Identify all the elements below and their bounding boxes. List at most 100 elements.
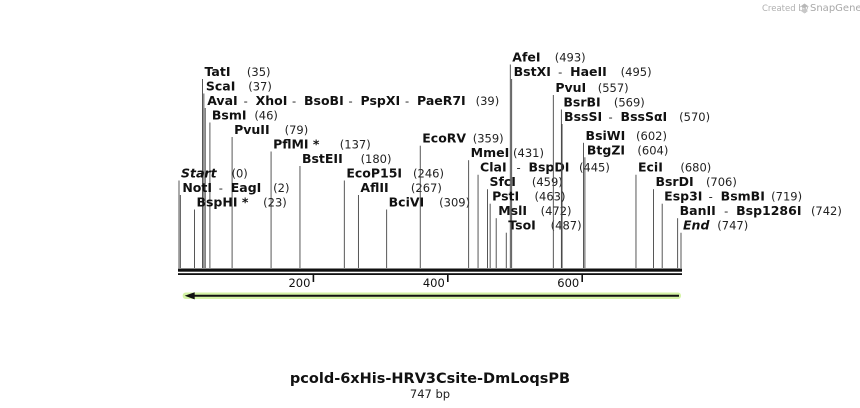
site-name[interactable]: BtgZI: [587, 142, 625, 157]
site-name[interactable]: PspXI: [361, 93, 401, 108]
site-msli[interactable]: MslI (472): [495, 203, 572, 268]
site-name[interactable]: BsmBI: [721, 189, 765, 204]
site-name[interactable]: BssSαI: [621, 109, 668, 124]
site-separator: -: [709, 190, 713, 204]
site-name[interactable]: NotI: [182, 180, 212, 195]
site-name[interactable]: PaeR7I: [417, 93, 466, 108]
site-noti[interactable]: NotI - EagI (2): [179, 180, 289, 268]
site-mmei[interactable]: MmeI (431): [468, 145, 544, 268]
site-position: (493): [555, 51, 586, 65]
site-bstxi[interactable]: BstXI - HaeII (495): [511, 64, 652, 268]
site-position: (2): [273, 181, 289, 195]
site-name[interactable]: SfcI: [489, 174, 516, 189]
site-position: (0): [232, 167, 248, 181]
site-psti[interactable]: PstI (463): [489, 189, 565, 268]
site-name[interactable]: BsmI: [212, 108, 247, 123]
site-name[interactable]: BsrBI: [563, 94, 600, 109]
site-name[interactable]: BssSI: [564, 109, 602, 124]
site-name[interactable]: PstI: [492, 189, 519, 204]
site-position: (569): [614, 95, 645, 109]
site-sfci[interactable]: SfcI (459): [487, 174, 563, 268]
site-name[interactable]: BciVI: [389, 195, 425, 210]
tick-label: 200: [288, 276, 310, 290]
site-pflmi[interactable]: PflMI * (137): [270, 137, 371, 269]
site-name[interactable]: EciI: [638, 160, 663, 175]
site-bsrbi[interactable]: BsrBI (569): [560, 94, 645, 268]
site-scai[interactable]: ScaI (37): [203, 79, 272, 269]
site-name[interactable]: Bsp1286I: [736, 203, 801, 218]
site-name[interactable]: ClaI: [480, 160, 507, 175]
site-name[interactable]: BsoBI: [304, 93, 344, 108]
site-bsiwi[interactable]: BsiWI (602): [583, 128, 667, 268]
site-separator: -: [244, 94, 248, 108]
site-position: (309): [439, 196, 470, 210]
site-name[interactable]: TatI: [205, 64, 231, 79]
credit-prefix: Created by: [762, 4, 809, 14]
site-name[interactable]: Esp3I: [664, 189, 702, 204]
site-name[interactable]: AvaI: [207, 93, 237, 108]
site-ecop15i[interactable]: EcoP15I (246): [343, 166, 444, 269]
site-banii[interactable]: BanII - Bsp1286I (742): [677, 203, 842, 268]
backbone-bottom-strand: [178, 273, 682, 275]
site-name[interactable]: MslI: [498, 203, 527, 218]
site-afei[interactable]: AfeI (493): [509, 50, 586, 269]
site-name[interactable]: BspHI *: [196, 195, 248, 210]
site-name[interactable]: HaeII: [570, 64, 607, 79]
site-pvui[interactable]: PvuI (557): [552, 80, 629, 268]
snapgene-logo-icon: [801, 3, 808, 14]
site-name[interactable]: EcoP15I: [346, 166, 402, 181]
site-ecii[interactable]: EciI (680): [635, 160, 711, 268]
site-position: (137): [340, 138, 371, 152]
tick-label: 600: [557, 276, 579, 290]
site-name[interactable]: XhoI: [256, 93, 288, 108]
site-name[interactable]: BanII: [680, 203, 716, 218]
site-aflii[interactable]: AflII (267): [357, 180, 442, 268]
site-bsssi[interactable]: BssSI - BssSαI (570): [561, 109, 710, 268]
site-name[interactable]: BstXI: [514, 64, 551, 79]
site-name[interactable]: End: [683, 218, 710, 233]
site-separator: -: [558, 65, 562, 79]
site-tsoi[interactable]: TsoI (487): [505, 218, 582, 268]
site-bsrdi[interactable]: BsrDI (706): [652, 174, 737, 268]
site-start[interactable]: Start (0): [178, 166, 248, 269]
site-esp3i[interactable]: Esp3I - BsmBI (719): [661, 189, 802, 268]
site-position: (604): [637, 143, 668, 157]
site-position: (487): [551, 219, 582, 233]
site-avai[interactable]: AvaI - XhoI - BsoBI - PspXI - PaeR7I (39): [204, 93, 499, 268]
site-btgzi[interactable]: BtgZI (604): [584, 142, 668, 268]
site-position: (742): [811, 204, 842, 218]
site-end[interactable]: End (747): [680, 218, 748, 268]
site-tati[interactable]: TatI (35): [202, 64, 271, 268]
site-pvuii[interactable]: PvuII (79): [231, 122, 308, 268]
site-name[interactable]: AfeI: [512, 50, 540, 65]
site-position: (180): [361, 152, 392, 166]
site-position: (459): [532, 175, 563, 189]
site-name[interactable]: BsiWI: [586, 128, 626, 143]
site-name[interactable]: PvuI: [555, 80, 586, 95]
feature-arrow[interactable]: [182, 292, 681, 300]
site-name[interactable]: BsrDI: [655, 174, 693, 189]
site-name[interactable]: Start: [181, 166, 218, 181]
site-bsphi[interactable]: BspHI * (23): [194, 195, 287, 269]
site-name[interactable]: PvuII: [234, 122, 270, 137]
site-name[interactable]: TsoI: [508, 218, 536, 233]
site-separator: -: [609, 110, 613, 124]
site-name[interactable]: ScaI: [206, 79, 236, 94]
map-title: pcold-6xHis-HRV3Csite-DmLoqsPB: [290, 371, 570, 387]
site-name[interactable]: AflII: [360, 180, 388, 195]
site-ecorv[interactable]: EcoRV (359): [419, 131, 504, 268]
tick-label: 400: [423, 276, 445, 290]
site-position: (747): [717, 219, 748, 233]
site-name[interactable]: BstEII: [302, 151, 343, 166]
site-bsmi[interactable]: BsmI (46): [209, 108, 278, 269]
site-clai[interactable]: ClaI - BspDI (445): [477, 160, 610, 268]
site-bsteii[interactable]: BstEII (180): [299, 151, 392, 268]
site-bcivi[interactable]: BciVI (309): [386, 195, 470, 269]
dna-backbone: [178, 268, 682, 275]
site-name[interactable]: EagI: [231, 180, 262, 195]
site-name[interactable]: MmeI: [471, 145, 510, 160]
arrow-head-icon: [184, 292, 195, 300]
site-name[interactable]: PflMI *: [273, 137, 320, 152]
site-name[interactable]: BspDI: [528, 160, 569, 175]
site-name[interactable]: EcoRV: [422, 131, 466, 146]
